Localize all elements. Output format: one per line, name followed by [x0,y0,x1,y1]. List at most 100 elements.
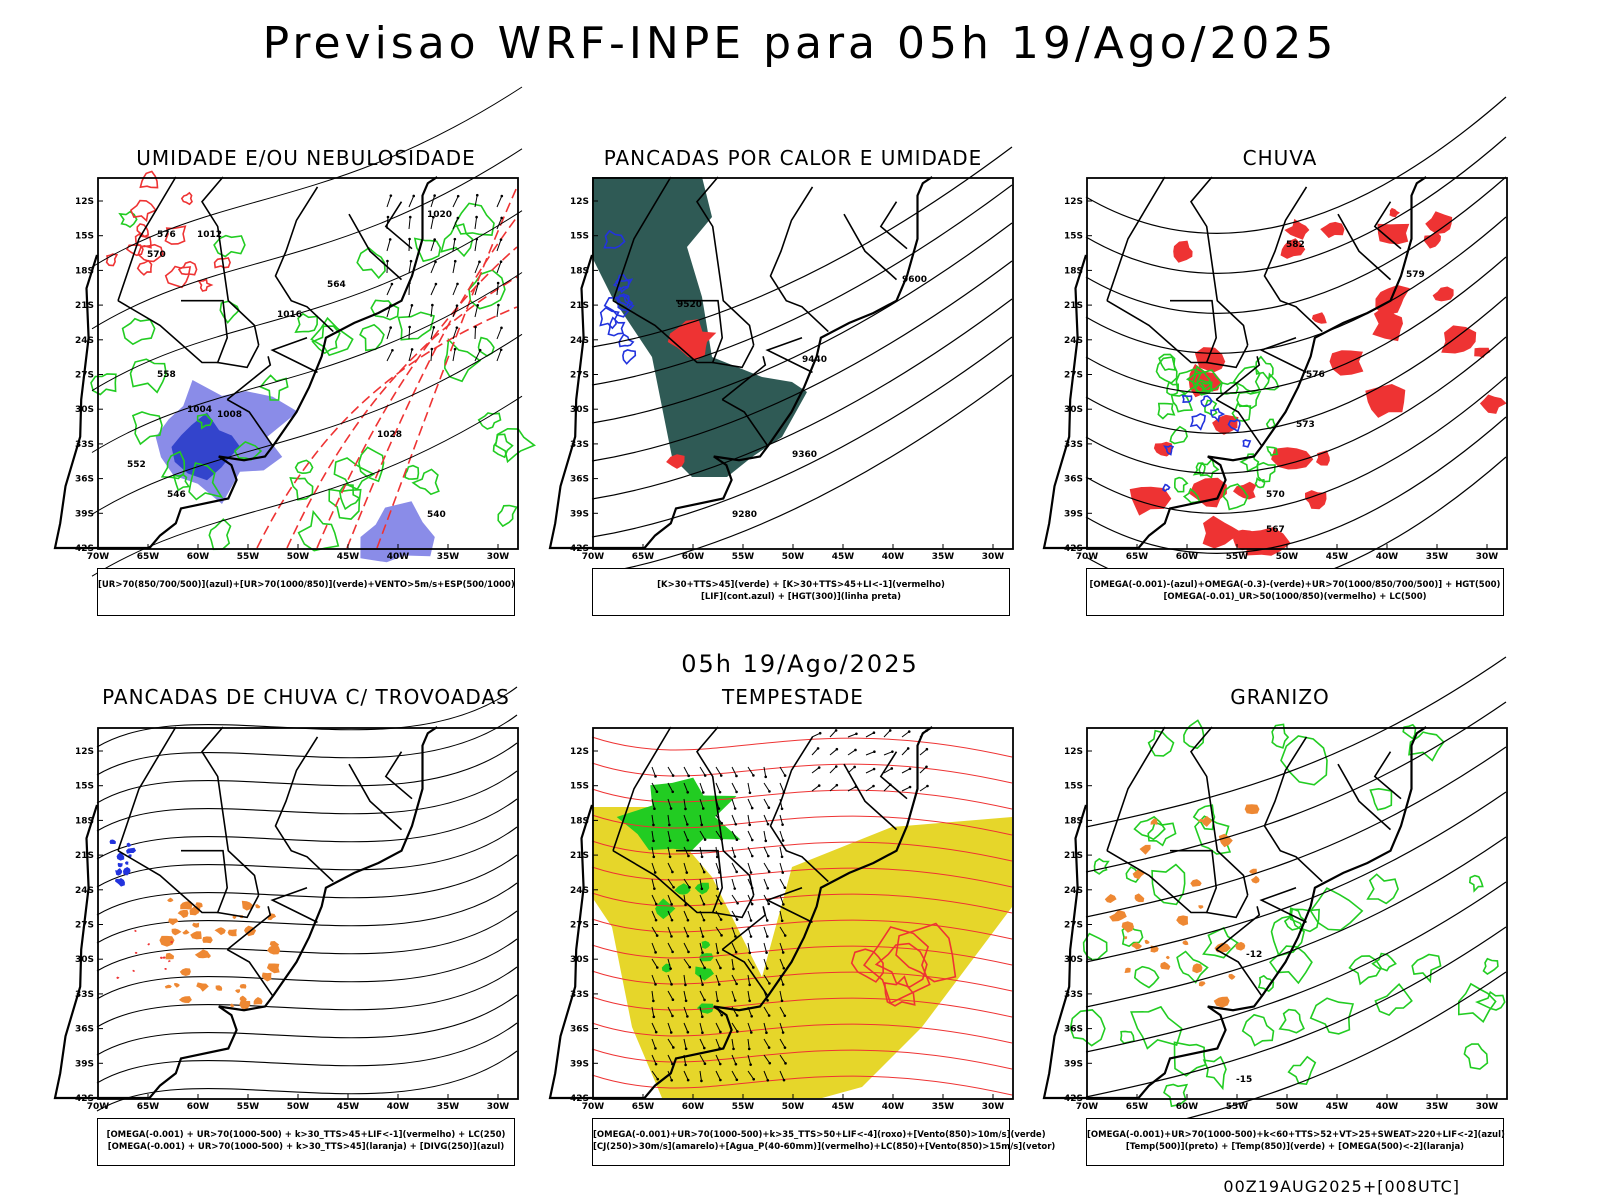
wind-vector [779,830,784,841]
temp850-green-contour [1147,729,1175,757]
state-border [226,906,272,951]
state-border [769,736,829,883]
wind-vector-head [686,790,690,794]
rain-red-area [1425,211,1453,234]
wind-vector [747,990,751,1001]
rain-blue-contour [1200,395,1213,408]
omega-orange-area [1201,815,1212,827]
wind-vector [452,217,459,230]
wind-vector-head [735,1014,739,1017]
state-border [721,356,767,401]
contour-label: 1004 [187,405,212,415]
humidity-green-contour [358,446,385,483]
streamline [96,1022,518,1084]
rain-green-contour [1157,402,1176,420]
storm-red-area [168,960,171,963]
wind-vector-head [652,839,655,843]
contour-label: 9440 [802,355,827,365]
storm-red-area [147,943,150,946]
temp850-green-contour [1163,1083,1189,1108]
contour-label: 1012 [197,230,222,240]
lon-tick-label: 45W [832,552,855,562]
temp850-green-contour [1202,1055,1227,1091]
wind-vector [731,958,734,969]
wind-vector [651,958,658,968]
lon-tick-label: 45W [337,1102,360,1112]
lat-tick-label: 15S [1064,782,1083,792]
humidity-green-contour [443,337,482,383]
wind-vector-head [432,215,435,219]
omega-orange-area [1139,844,1151,855]
wind-vector [865,732,875,738]
wind-vector [715,782,721,793]
contour-label: -12 [1246,950,1262,960]
wind-green-area [661,963,671,973]
divergence-blue-area [117,862,123,868]
lat-tick-label: 15S [570,782,589,792]
wind-vector [699,1006,703,1017]
streamline [96,714,518,776]
wind-vector [763,766,767,777]
wind-vector-head [767,870,771,873]
wind-vector [651,926,658,936]
precip-water-line [591,918,1013,940]
wind-vector-head [781,951,785,954]
state-border [181,299,260,369]
lon-tick-label: 55W [1226,552,1249,562]
wind-vector-head [907,730,911,733]
rain-green-contour [1169,425,1188,445]
wind-vector [651,766,656,777]
lon-tick-label: 65W [137,1102,160,1112]
contour-label: 576 [157,230,176,240]
lon-tick-label: 30W [487,552,510,562]
lon-tick-label: 35W [1426,1102,1449,1112]
wind-vector-head [853,765,856,769]
wind-vector-head [684,1047,688,1051]
storm-red-area [132,969,135,972]
wind-vector [747,1022,752,1033]
wind-vector [763,942,768,953]
wind-vector-head [701,951,704,954]
streamline [96,742,518,804]
panel-title-trovoadas: PANCADAS DE CHUVA C/ TROVOADAS [102,685,510,709]
wind-vector-head [834,765,838,768]
wind-vector [667,974,673,985]
temp850-green-contour [1257,974,1275,993]
wind-vector [474,239,478,252]
wind-vector-head [654,902,658,906]
wind-vector-head [684,983,687,987]
state-border [1170,299,1249,369]
state-border [384,751,413,800]
wind-vector-head [409,259,413,263]
lat-tick-label: 18S [75,816,94,826]
temp850-green-contour [1241,1013,1275,1047]
wind-vector [651,1038,656,1049]
wind-vector-head [390,282,394,286]
temp850-green-contour [1183,719,1205,750]
wind-vector [452,195,459,208]
lat-tick-label: 21S [570,851,589,861]
state-border [676,849,755,919]
mid-date-label: 05h 19/Ago/2025 [681,650,919,678]
precip-water-line [591,736,1013,758]
wind-vector [452,327,458,340]
storm-red-area [116,976,120,979]
wind-vector-head [716,999,719,1003]
wind-vector-head [499,238,503,241]
wind-vector [699,1038,705,1049]
wind-vector-head [389,326,392,329]
wind-vector [763,1022,767,1033]
coastline [548,726,933,1100]
lif-blue-contour [615,274,630,292]
wind-vector [763,894,770,905]
lat-tick-label: 42S [570,544,589,554]
wind-vector [731,830,738,840]
contour-label: 570 [147,250,166,260]
state-border [612,300,713,364]
wind-vector-head [478,348,482,352]
wind-vector [667,1022,672,1033]
wind-vector-head [687,950,690,954]
humidity-green-contour [311,325,341,355]
divergence-blue-area [123,867,131,876]
